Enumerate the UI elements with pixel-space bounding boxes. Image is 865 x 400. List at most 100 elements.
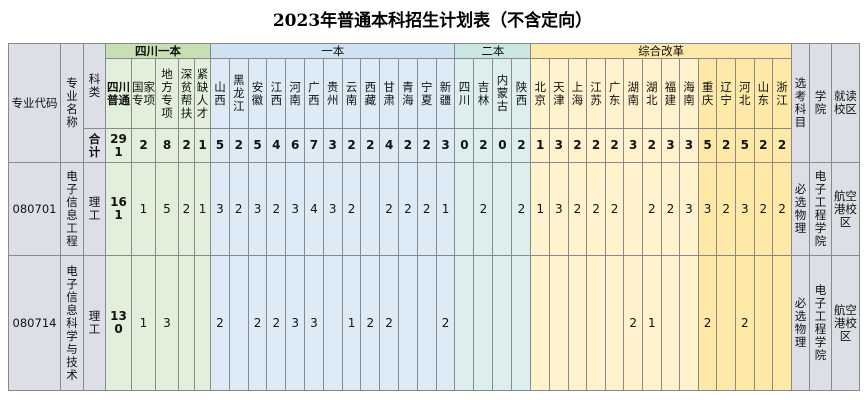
plan-cell: 2	[379, 255, 400, 391]
column-header: 吉林	[473, 58, 494, 129]
header-group-row: 专业代码 专业名称 科类 四川一本 一本 二本 综合改革 选考科目 学院 就读校区	[8, 43, 860, 163]
plan-cell	[178, 255, 195, 391]
total-cell: 2	[360, 128, 381, 163]
column-header: 地方专项	[155, 58, 179, 129]
title: 2023年普通本科招生计划表（不含定向）	[272, 11, 593, 31]
column-header: 海南	[679, 58, 699, 129]
total-cell: 3	[679, 128, 699, 163]
total-cell: 2	[416, 128, 437, 163]
total-cell: 2	[716, 128, 736, 163]
plan-cell: 3	[549, 162, 569, 256]
plan-cell: 3	[210, 162, 230, 256]
campus: 航空港校区	[830, 162, 860, 256]
column-header: 甘肃	[379, 58, 400, 129]
plan-cell: 2	[360, 255, 381, 391]
plan-cell: 3	[697, 162, 718, 256]
plan-cell: 2	[247, 255, 268, 391]
plan-cell: 3	[304, 255, 324, 391]
column-header: 国家专项	[131, 58, 156, 129]
plan-cell: 3	[285, 255, 306, 391]
plan-cell	[604, 255, 625, 391]
plan-cell: 3	[155, 255, 179, 391]
column-header: 黑龙江	[228, 58, 249, 129]
plan-cell: 1	[341, 255, 362, 391]
plan-cell	[753, 255, 774, 391]
total-cell: 4	[266, 128, 287, 163]
total-cell: 3	[322, 128, 343, 163]
plan-cell	[492, 162, 513, 256]
column-header: 湖北	[642, 58, 662, 129]
header-cell: 选考科目	[790, 43, 810, 163]
header-cell: 专业代码	[8, 43, 61, 163]
plan-cell: 2	[753, 162, 774, 256]
total-cell: 2	[642, 128, 662, 163]
category: 理工	[83, 162, 106, 256]
column-header: 福建	[660, 58, 681, 129]
total-cell: 2	[341, 128, 362, 163]
major-name: 电子信息工程	[60, 162, 84, 256]
plan-cell	[454, 162, 475, 256]
major-name: 电子信息科学与技术	[60, 255, 84, 391]
group-header: 二本	[454, 43, 532, 59]
total-cell: 2	[772, 128, 792, 163]
plan-cell: 1	[435, 162, 456, 256]
plan-cell	[772, 255, 792, 391]
plan-cell	[398, 255, 418, 391]
plan-cell: 4	[304, 162, 324, 256]
total-cell: 2	[178, 128, 195, 163]
header-cell: 学院	[808, 43, 832, 163]
column-header: 北京	[530, 58, 551, 129]
group-header: 综合改革	[530, 43, 792, 59]
column-header: 河北	[734, 58, 755, 129]
plan-cell	[586, 255, 606, 391]
plan-cell	[549, 255, 569, 391]
plan-cell	[454, 255, 475, 391]
column-header: 江西	[266, 58, 287, 129]
plan-cell: 2	[660, 162, 681, 256]
plan-cell: 2	[511, 162, 532, 256]
plan-cell	[623, 162, 643, 256]
total-cell: 3	[660, 128, 681, 163]
group-header: 一本	[210, 43, 456, 59]
plan-cell: 5	[155, 162, 179, 256]
plan-cell	[322, 255, 343, 391]
column-header: 江苏	[586, 58, 606, 129]
column-header: 上海	[567, 58, 588, 129]
total-cell: 0	[492, 128, 513, 163]
totals-row: 合计 291 2 8 2 1 5 2 5 4 6 7 3 2 2 4 2 2 3 0 2 0 2 1 3 2 2 2 3 2 3 3 5 2 5 2 2	[9, 128, 860, 163]
header-cell: 科类	[83, 43, 106, 129]
plan-cell	[193, 255, 212, 391]
column-header: 天津	[549, 58, 569, 129]
column-header: 浙江	[772, 58, 792, 129]
plan-cell: 2	[604, 162, 625, 256]
total-cell: 8	[155, 128, 179, 163]
column-header: 贵州	[322, 58, 343, 129]
column-header: 重庆	[697, 58, 718, 129]
plan-cell: 2	[697, 255, 718, 391]
plan-cell: 3	[679, 162, 699, 256]
group-header: 四川一本	[104, 43, 212, 59]
header-column-row: 四川普通 国家专项 地方专项 深贫帮扶 紧缺人才 山西 黑龙江 安徽 江西 河南 广西 贵州 云南 西藏甘…	[9, 58, 860, 129]
plan-cell: 2	[210, 255, 230, 391]
plan-cell: 2	[398, 162, 418, 256]
total-cell: 4	[379, 128, 400, 163]
plan-cell: 2	[266, 255, 287, 391]
total-cell: 5	[734, 128, 755, 163]
data-row: 080714 电子信息科学与技术 理工 130 1 3 2 2 2 3 3 1 2 2 2 2 1 2 2 必选物理电…	[8, 255, 860, 391]
plan-cell: 2	[341, 162, 362, 256]
plan-cell: 1	[131, 162, 156, 256]
total-cell: 1	[530, 128, 551, 163]
total-cell: 291	[105, 128, 132, 163]
category: 理工	[83, 255, 106, 391]
major-code: 080714	[8, 255, 61, 391]
plan-cell	[530, 255, 551, 391]
total-cell: 3	[549, 128, 569, 163]
plan-cell: 2	[228, 162, 249, 256]
plan-cell	[567, 255, 588, 391]
plan-cell	[416, 255, 437, 391]
plan-cell: 1	[131, 255, 156, 391]
column-header: 陕西	[511, 58, 532, 129]
plan-cell	[660, 255, 681, 391]
subject: 必选物理	[790, 162, 810, 256]
